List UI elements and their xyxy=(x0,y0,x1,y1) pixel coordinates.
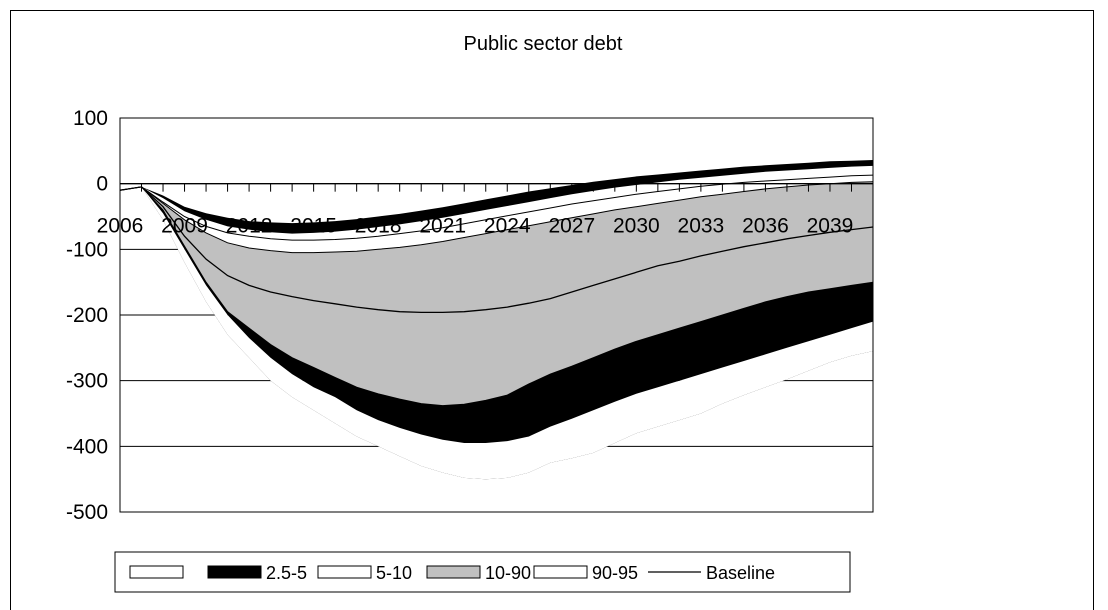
legend-label: Baseline xyxy=(706,563,775,583)
y-tick-label: -400 xyxy=(66,435,108,458)
band-10-90 xyxy=(120,181,873,406)
legend-swatch xyxy=(426,565,481,579)
y-tick-label: -100 xyxy=(66,238,108,261)
x-tick-label: 2030 xyxy=(613,215,660,238)
plot-area: 100 0 -100 -200 -300 -400 -500 2006 2009 2012 2015… xyxy=(66,107,874,524)
band-5-10 xyxy=(120,186,873,443)
legend-label: 10-90 xyxy=(485,563,531,583)
band-2.5-5 xyxy=(120,186,873,480)
x-tick-label: 2036 xyxy=(742,215,789,238)
y-tick-label: -200 xyxy=(66,304,108,327)
x-tick-label: 2009 xyxy=(161,215,208,238)
y-tick-label: -300 xyxy=(66,370,108,393)
x-tick-label: 2018 xyxy=(355,215,402,238)
y-tick-label: -500 xyxy=(66,501,108,524)
y-tick-label: 100 xyxy=(73,107,108,130)
legend-swatch xyxy=(533,565,588,579)
legend-label: 5-10 xyxy=(376,563,412,583)
y-tick-label: 0 xyxy=(96,173,108,196)
legend-swatch xyxy=(317,565,372,579)
x-tick-label: 2012 xyxy=(226,215,273,238)
band-edge-p90 xyxy=(119,181,874,254)
x-tick-label: 2027 xyxy=(548,215,595,238)
x-tick-label: 2024 xyxy=(484,215,531,238)
x-tick-label: 2006 xyxy=(97,215,144,238)
legend-label: 2.5-5 xyxy=(266,563,307,583)
legend: 2.5-5 5-10 10-90 90-95 Baseline xyxy=(114,551,851,593)
band-edge-p95 xyxy=(119,174,874,241)
baseline-line xyxy=(119,186,874,314)
band-90-95 xyxy=(120,175,873,253)
x-tick-label: 2039 xyxy=(807,215,854,238)
x-tick-label: 2033 xyxy=(678,215,725,238)
band-97.5-100 xyxy=(120,160,873,234)
legend-label: 90-95 xyxy=(592,563,638,583)
band-edge-p10 xyxy=(119,186,874,407)
x-tick-label: 2015 xyxy=(290,215,337,238)
band-95-97.5 xyxy=(120,165,873,241)
x-tick-label: 2021 xyxy=(419,215,466,238)
plot-border xyxy=(119,117,874,513)
legend-swatch xyxy=(207,565,262,579)
legend-swatch xyxy=(129,565,184,579)
chart-title: Public sector debt xyxy=(464,33,623,55)
